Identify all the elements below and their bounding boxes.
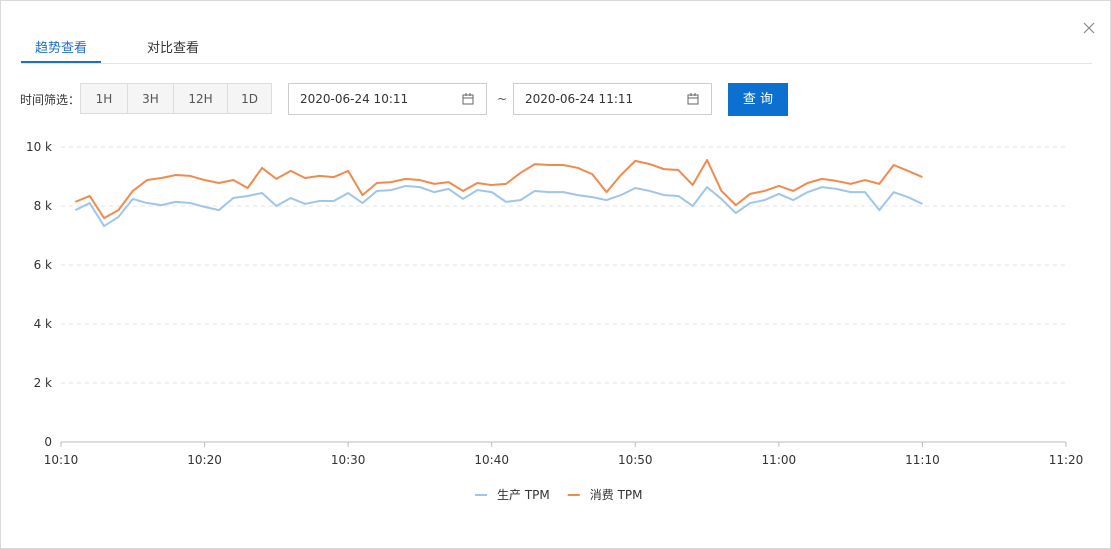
range-button[interactable]: 1D [227, 83, 272, 114]
x-tick-label: 11:20 [1049, 453, 1084, 467]
x-tick-label: 11:00 [762, 453, 797, 467]
tab[interactable]: 对比查看 [147, 41, 200, 56]
legend-label: 消费 TPM [590, 488, 643, 502]
tab[interactable]: 趋势查看 [35, 41, 88, 56]
calendar-icon [462, 93, 474, 105]
x-tick-label: 10:10 [44, 453, 79, 467]
y-tick-label: 8 k [34, 199, 52, 213]
series-line [74, 184, 923, 228]
x-tick-label: 10:20 [187, 453, 222, 467]
close-button[interactable] [1083, 22, 1095, 34]
separator: ~ [497, 92, 508, 106]
filter-label: 时间筛选： [20, 93, 81, 107]
x-tick-label: 10:30 [331, 453, 366, 467]
y-tick-label: 0 [44, 435, 52, 449]
end-date-text: 2020-06-24 11:11 [525, 92, 634, 106]
start-date-text: 2020-06-24 10:11 [300, 92, 409, 106]
x-tick-label: 10:50 [618, 453, 653, 467]
series-line [74, 158, 923, 220]
submit-button[interactable]: 查 询 [728, 83, 788, 116]
legend-label: 生产 TPM [497, 488, 550, 502]
y-tick-label: 10 k [26, 140, 52, 154]
range-button[interactable]: 3H [127, 83, 174, 114]
end-date[interactable]: 2020-06-24 11:11 [513, 83, 712, 115]
y-tick-label: 2 k [34, 376, 52, 390]
y-tick-label: 6 k [34, 258, 52, 272]
range-button[interactable]: 12H [173, 83, 228, 114]
calendar-icon [687, 93, 699, 105]
x-tick-label: 10:40 [474, 453, 509, 467]
y-tick-label: 4 k [34, 317, 52, 331]
start-date[interactable]: 2020-06-24 10:11 [288, 83, 487, 115]
tab-divider [21, 63, 1092, 64]
range-button[interactable]: 1H [80, 83, 128, 114]
tab-underline [21, 61, 101, 63]
x-tick-label: 11:10 [905, 453, 940, 467]
